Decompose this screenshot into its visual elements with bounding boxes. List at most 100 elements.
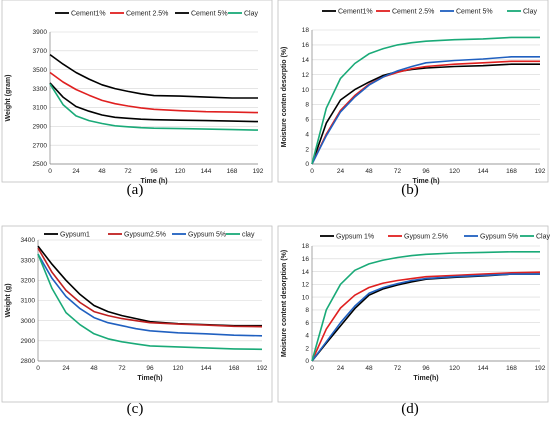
y-tick-label: 3900 (33, 29, 48, 36)
x-tick-label: 120 (175, 168, 186, 175)
x-axis-label: Time (h) (140, 178, 167, 185)
y-tick-label: 14 (302, 57, 310, 64)
y-tick-label: 4 (305, 131, 309, 138)
y-tick-label: 16 (302, 42, 310, 49)
series-line-2 (311, 55, 540, 165)
y-tick-label: 2900 (33, 123, 48, 130)
series-line-1 (49, 71, 259, 114)
y-tick-label: 2800 (21, 358, 36, 365)
legend-label: Cement 2.5% (126, 10, 168, 17)
series-line-0 (49, 53, 258, 99)
x-tick-label: 192 (535, 365, 546, 372)
x-tick-label: 0 (36, 365, 40, 372)
y-tick-label: 2900 (21, 338, 36, 345)
series-line-2 (49, 82, 259, 123)
series-line-3 (311, 251, 540, 362)
legend-label: Gypsum 5% (188, 231, 226, 238)
y-tick-label: 3300 (33, 86, 48, 93)
y-tick-label: 18 (302, 243, 310, 250)
x-tick-label: 0 (310, 365, 314, 372)
caption-a: (a) (127, 182, 144, 198)
x-tick-label: 96 (422, 365, 430, 372)
x-tick-label: 168 (506, 168, 517, 175)
x-tick-label: 24 (337, 365, 345, 372)
series-line-3 (49, 83, 259, 131)
series-line-2 (311, 273, 540, 362)
legend-label: Cement 5% (456, 8, 493, 15)
y-tick-label: 18 (302, 27, 310, 34)
x-tick-label: 0 (310, 168, 314, 175)
series-line-1 (37, 247, 263, 328)
y-tick-label: 2700 (33, 142, 48, 149)
x-tick-label: 72 (118, 365, 126, 372)
legend-label: Cement1% (338, 8, 373, 15)
legend-label: Cement 2.5% (392, 8, 434, 15)
x-axis-label: Time(h) (413, 375, 438, 382)
legend-label: Gypsum 5% (480, 233, 518, 240)
y-axis-label: Moisture content desorption (%) (281, 250, 288, 357)
y-tick-label: 3000 (21, 318, 36, 325)
x-tick-label: 120 (173, 365, 184, 372)
y-tick-label: 12 (302, 72, 310, 79)
y-tick-label: 4 (305, 333, 309, 340)
y-tick-label: 12 (302, 282, 310, 289)
y-tick-label: 3400 (21, 237, 36, 244)
chart-frame (1, 225, 273, 403)
y-tick-label: 2500 (33, 161, 48, 168)
x-tick-label: 0 (48, 168, 52, 175)
x-tick-label: 144 (478, 365, 489, 372)
y-tick-label: 10 (302, 294, 310, 301)
series-line-1 (311, 60, 540, 165)
x-tick-label: 48 (98, 168, 106, 175)
legend-label: Clay (523, 8, 538, 15)
legend-label: Clay (244, 10, 259, 17)
y-tick-label: 3500 (33, 67, 48, 74)
y-tick-label: 3100 (33, 105, 48, 112)
y-axis-label: Weight (g) (5, 283, 12, 317)
y-tick-label: 3300 (21, 257, 36, 264)
x-tick-label: 120 (449, 365, 460, 372)
x-tick-label: 72 (394, 365, 402, 372)
x-tick-label: 48 (365, 168, 373, 175)
x-tick-label: 144 (201, 365, 212, 372)
y-tick-label: 14 (302, 269, 310, 276)
series-line-1 (311, 271, 541, 362)
y-tick-label: 10 (302, 87, 310, 94)
x-tick-label: 72 (394, 168, 402, 175)
series-line-3 (311, 36, 540, 165)
x-tick-label: 192 (257, 365, 268, 372)
series-line-3 (37, 253, 263, 351)
x-tick-label: 168 (227, 168, 238, 175)
legend-label: Gypsum 1% (336, 233, 374, 240)
series-line-2 (37, 253, 263, 337)
y-tick-label: 8 (305, 307, 309, 314)
caption-c: (c) (127, 401, 144, 417)
panel-a: 2500 2700 2900 3100 3300 3500 3700 3900 0 24 48 72 9… (1, 0, 273, 185)
x-tick-label: 24 (337, 168, 345, 175)
y-tick-label: 2 (305, 146, 309, 153)
y-tick-label: 0 (305, 358, 309, 365)
x-axis-label: Time (h) (412, 178, 439, 185)
x-tick-label: 144 (201, 168, 212, 175)
y-axis-label: Moisture conten desorptio (%) (281, 47, 288, 148)
x-tick-label: 24 (72, 168, 80, 175)
y-tick-label: 6 (305, 117, 309, 124)
x-tick-label: 48 (365, 365, 373, 372)
x-tick-label: 192 (535, 168, 546, 175)
y-tick-label: 2 (305, 345, 309, 352)
x-tick-label: 96 (422, 168, 430, 175)
y-tick-label: 0 (305, 161, 309, 168)
legend-label: Clay (536, 233, 550, 240)
legend-label: clay (242, 231, 255, 238)
x-tick-label: 96 (146, 365, 154, 372)
x-tick-label: 120 (449, 168, 460, 175)
legend-label: Cement1% (71, 10, 106, 17)
chart-frame (277, 0, 549, 183)
x-tick-label: 144 (478, 168, 489, 175)
x-tick-label: 24 (62, 365, 70, 372)
x-tick-label: 96 (150, 168, 158, 175)
legend-label: Gypsum 2.5% (404, 233, 448, 240)
x-tick-label: 192 (253, 168, 264, 175)
